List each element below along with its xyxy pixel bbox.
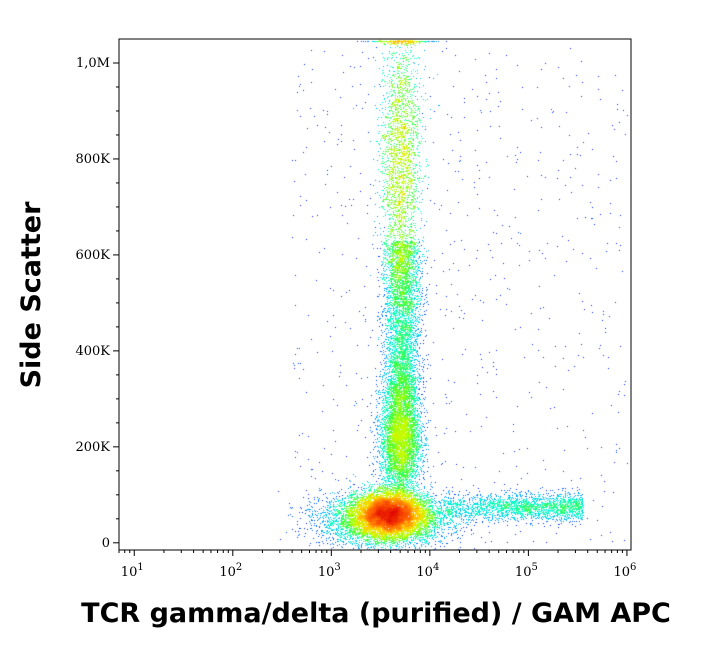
- x-axis-title: TCR gamma/delta (purified) / GAM APC: [81, 598, 671, 629]
- y-axis-title: Side Scatter: [16, 201, 47, 389]
- y-tick-label: 600K: [75, 248, 110, 263]
- y-tick-label: 800K: [75, 152, 110, 167]
- x-tick-label: 104: [416, 562, 439, 580]
- x-tick-label: 105: [515, 562, 538, 580]
- x-tick-label: 102: [219, 562, 242, 580]
- y-tick-label: 200K: [75, 440, 110, 455]
- y-tick-label: 400K: [75, 344, 110, 359]
- y-tick-label: 1,0M: [76, 56, 110, 71]
- x-tick-label: 106: [613, 562, 636, 580]
- plot-frame: [118, 38, 632, 551]
- x-tick-label: 103: [318, 562, 341, 580]
- y-tick-label: 0: [102, 536, 110, 551]
- x-tick-label: 101: [121, 562, 144, 580]
- axis-layer: 101 102 103 104 105 106 0 200K 400K 600K 800K 1,0M: [75, 56, 636, 580]
